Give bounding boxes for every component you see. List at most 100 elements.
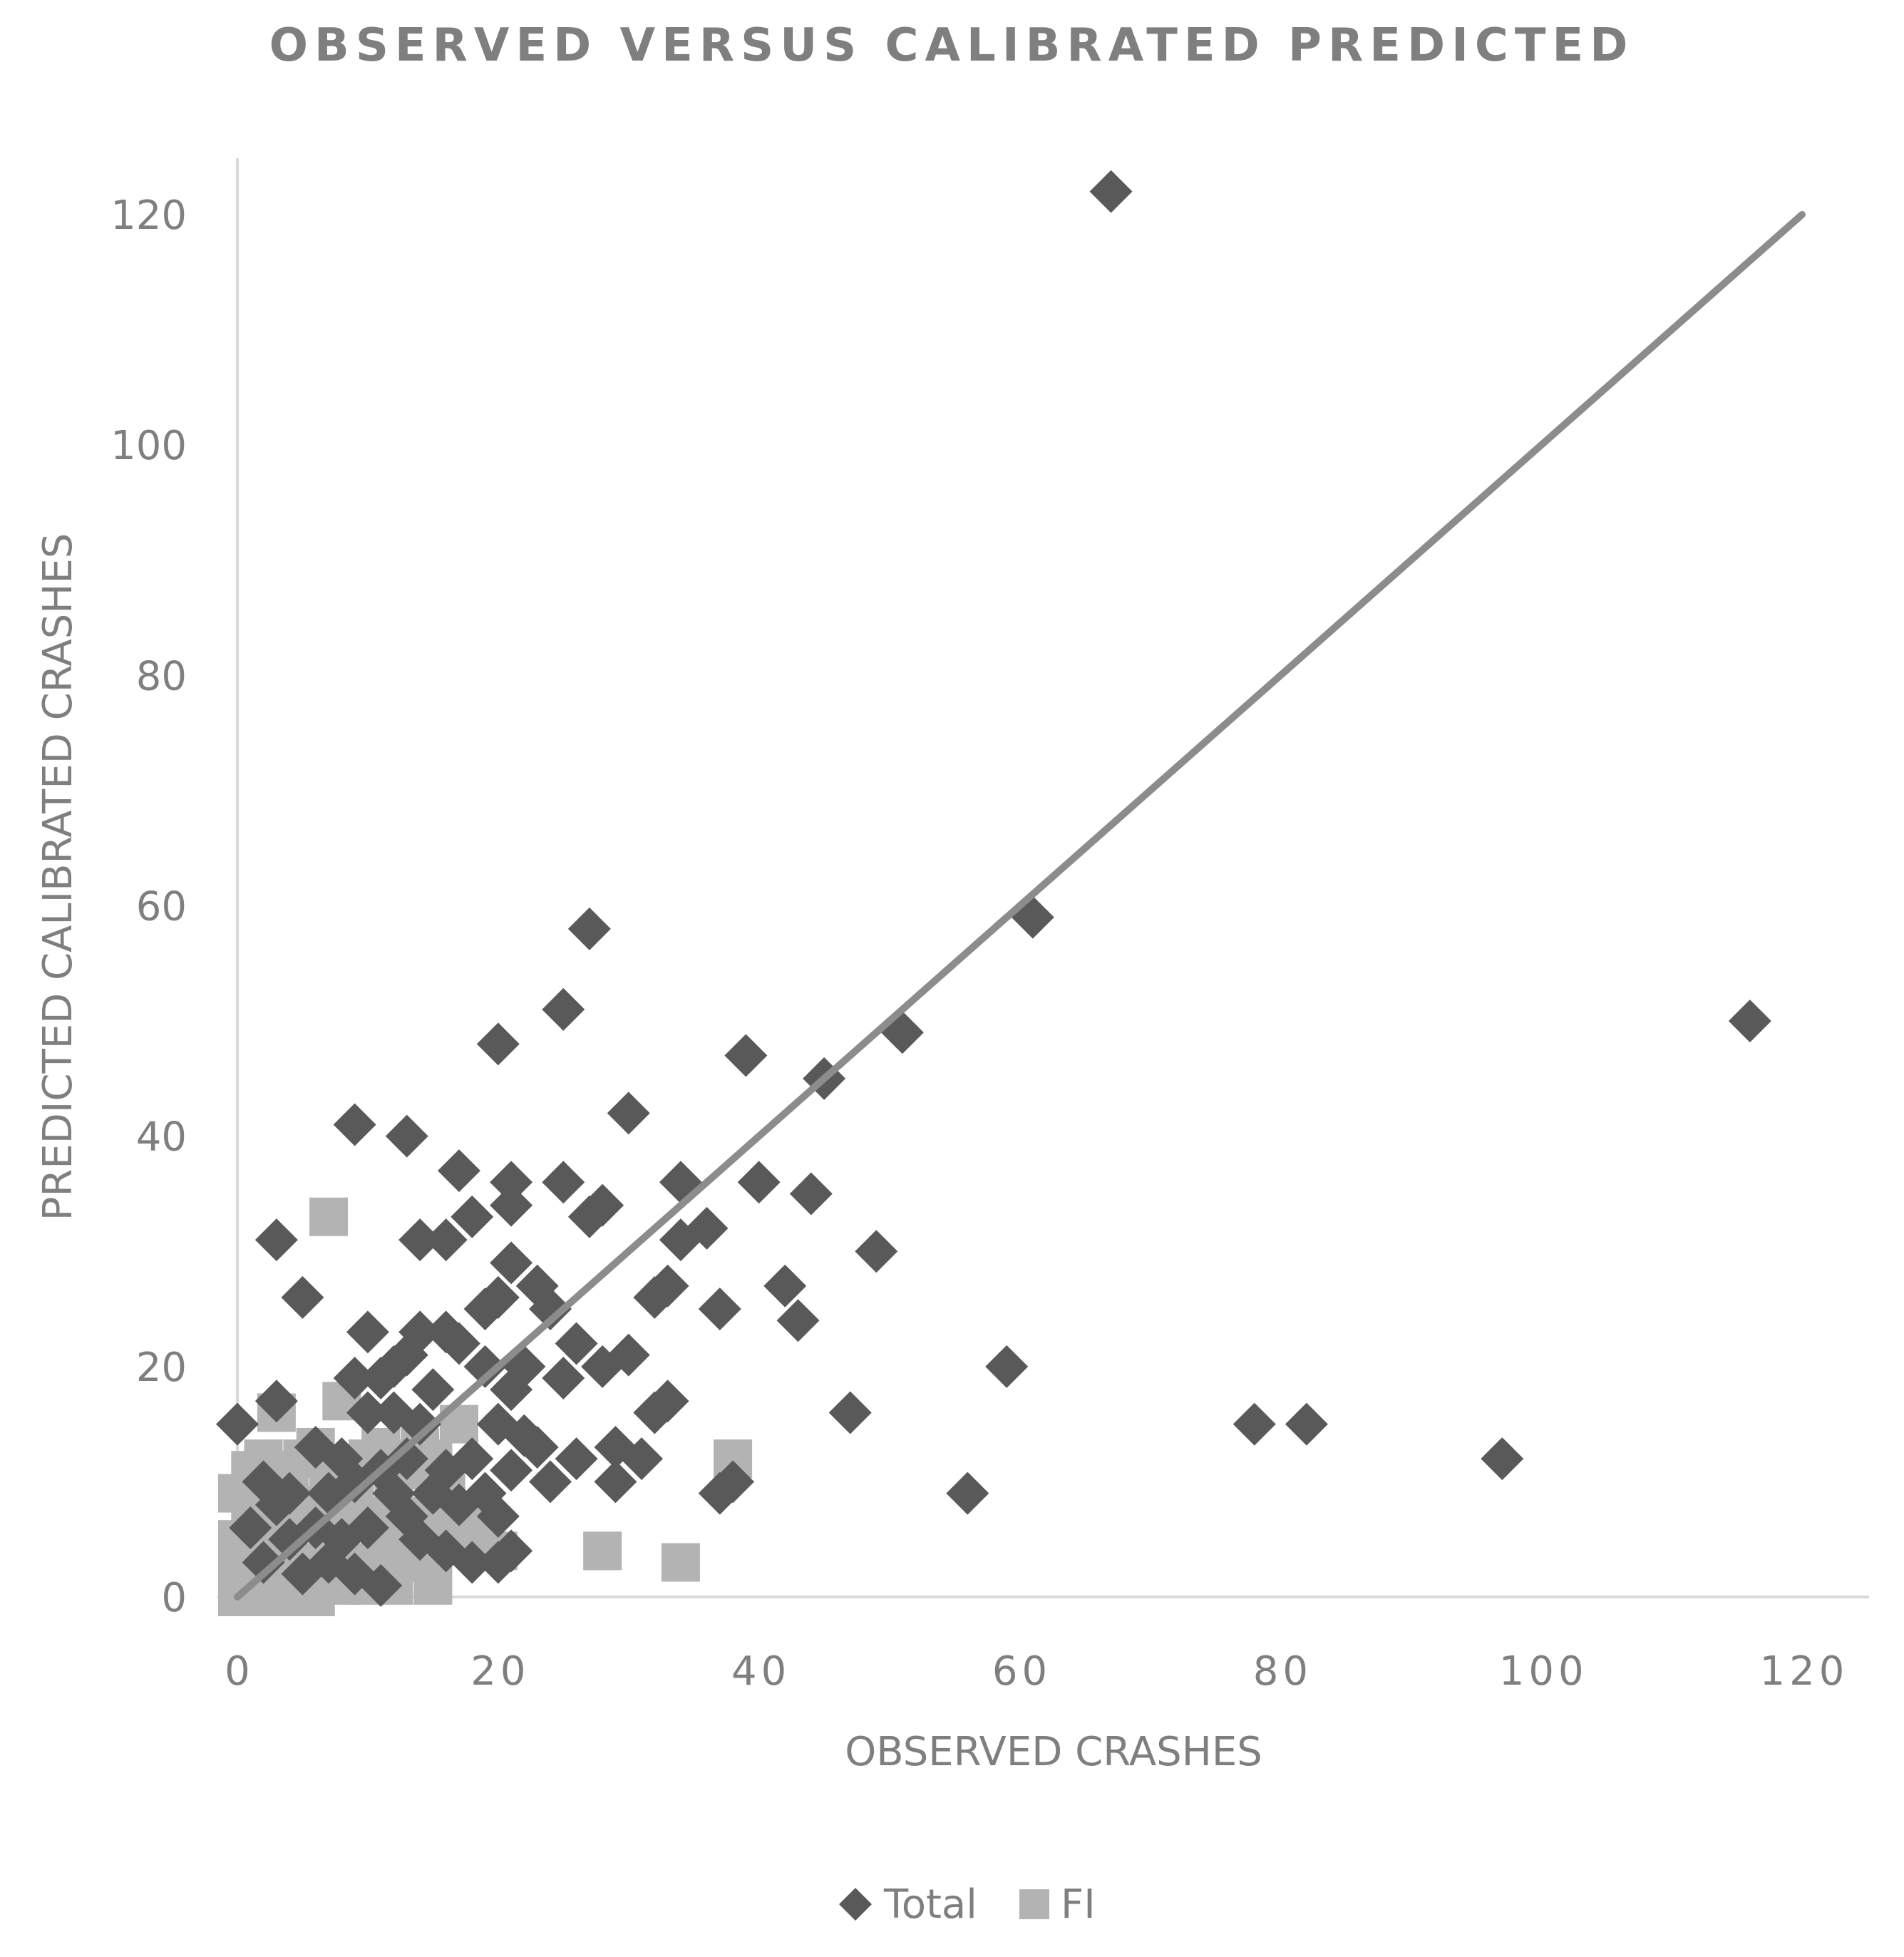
total-point (476, 1494, 520, 1538)
total-point (880, 1011, 924, 1054)
total-point (216, 1402, 259, 1446)
total-point (515, 1425, 559, 1469)
chart-title: OBSERVED VERSUS CALIBRATED PREDICTED (269, 19, 1635, 72)
x-tick-labels: 0 20 40 60 80 100 120 (225, 1648, 1849, 1695)
total-point (1728, 1000, 1771, 1043)
total-point (424, 1218, 468, 1262)
total-point (451, 1437, 494, 1481)
y-axis-title: PREDICTED CALIBRATED CRASHES (35, 533, 81, 1221)
total-point (698, 1471, 741, 1515)
total-point (620, 1437, 664, 1481)
total-point (1481, 1437, 1524, 1481)
total-point (737, 1161, 781, 1204)
y-tick-label: 120 (110, 192, 187, 239)
total-point (776, 1299, 820, 1342)
total-point (437, 1149, 480, 1193)
x-tick-label: 80 (1253, 1648, 1312, 1695)
x-tick-label: 40 (731, 1648, 791, 1695)
total-point (281, 1275, 324, 1319)
total-point (476, 1541, 520, 1584)
total-point (1285, 1402, 1328, 1446)
legend-total-label: Total (883, 1881, 977, 1928)
total-point (607, 1091, 650, 1135)
total-point (555, 1437, 598, 1481)
total-point (333, 1552, 376, 1596)
total-point (490, 1161, 533, 1204)
total-point (359, 1356, 403, 1399)
total-point (333, 1460, 376, 1504)
total-point (855, 1230, 898, 1273)
total-point (385, 1114, 428, 1158)
total-point (463, 1345, 507, 1388)
total-point (985, 1345, 1029, 1388)
total-point (254, 1483, 298, 1526)
y-tick-label: 20 (136, 1345, 187, 1391)
total-point (542, 987, 585, 1031)
reference-line (234, 211, 1806, 1601)
total-point (254, 1218, 298, 1262)
total-point (398, 1218, 442, 1262)
total-point (567, 907, 611, 950)
total-point (542, 1356, 585, 1399)
total-point (346, 1506, 389, 1550)
legend: Total FI (839, 1881, 1096, 1928)
total-point (529, 1288, 572, 1331)
total-point (463, 1288, 507, 1331)
fi-point (661, 1543, 700, 1582)
total-point (346, 1391, 389, 1434)
total-point (424, 1529, 468, 1573)
total-point (529, 1460, 572, 1504)
total-point (242, 1541, 285, 1584)
total-point (490, 1183, 533, 1227)
y-tick-labels: 0 20 40 60 80 100 120 (110, 192, 187, 1621)
total-point (411, 1368, 455, 1412)
total-point (711, 1460, 755, 1504)
total-point (555, 1322, 598, 1365)
total-point (490, 1368, 533, 1412)
total-point (646, 1264, 689, 1308)
total-point (451, 1195, 494, 1238)
total-point (398, 1402, 442, 1446)
total-point (490, 1449, 533, 1492)
total-point (1011, 895, 1054, 939)
total-point (581, 1183, 624, 1227)
total-point (437, 1322, 480, 1365)
legend-fi-label: FI (1061, 1881, 1096, 1928)
total-point (594, 1460, 637, 1504)
total-point (581, 1345, 624, 1388)
total-point (359, 1563, 403, 1607)
x-axis-title: OBSERVED CRASHES (845, 1729, 1262, 1775)
total-point (1089, 170, 1133, 213)
x-tick-label: 100 (1499, 1648, 1588, 1695)
total-point (254, 1380, 298, 1423)
y-tick-label: 40 (136, 1114, 187, 1161)
y-tick-label: 0 (161, 1575, 187, 1621)
total-point (685, 1206, 729, 1250)
total-point (320, 1437, 364, 1481)
legend-total-diamond-marker (839, 1888, 872, 1921)
total-point (333, 1103, 376, 1146)
legend-fi-square-marker (1019, 1889, 1049, 1919)
y-tick-label: 100 (110, 423, 187, 469)
total-point (789, 1172, 833, 1216)
total-series (216, 170, 1771, 1607)
x-tick-label: 20 (470, 1648, 530, 1695)
total-point (946, 1471, 989, 1515)
y-tick-label: 60 (136, 884, 187, 930)
total-point (1233, 1402, 1276, 1446)
total-point (490, 1241, 533, 1285)
x-tick-label: 120 (1760, 1648, 1849, 1695)
fi-point (583, 1531, 622, 1571)
total-point (333, 1356, 376, 1399)
total-point (698, 1288, 741, 1331)
total-point (633, 1391, 676, 1434)
total-point (346, 1310, 389, 1354)
axes (217, 158, 1869, 1598)
total-point (476, 1022, 520, 1066)
total-point (659, 1161, 702, 1204)
x-tick-label: 60 (992, 1648, 1051, 1695)
total-point (229, 1506, 272, 1550)
total-point (385, 1333, 428, 1377)
total-point (763, 1264, 807, 1308)
